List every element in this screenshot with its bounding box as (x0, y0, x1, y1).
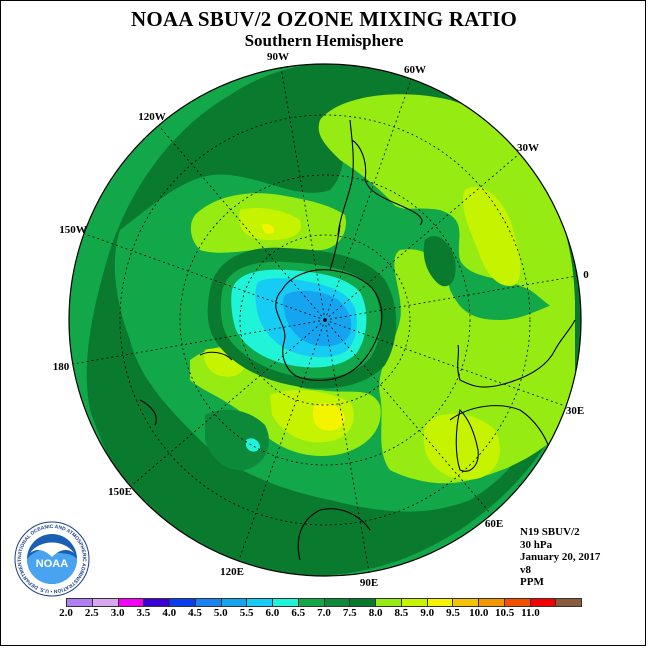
field-yellow-spot (312, 403, 345, 431)
coastlines (139, 119, 576, 561)
colorbar-segment (118, 599, 145, 606)
lat-circle-30s (119, 114, 531, 526)
colorbar-label: 5.0 (213, 607, 228, 619)
field-yellowgreen-west (239, 208, 301, 240)
colorbar-segment (195, 599, 222, 606)
lon-label-150w: 150W (59, 224, 87, 236)
antarctic-peninsula (329, 224, 341, 271)
colorbar-labels: 2.0 2.5 3.0 3.5 4.0 4.5 5.0 5.5 6.0 6.5 7.0 7.5 8.0 8… (52, 607, 596, 621)
colorbar-segment (170, 599, 196, 606)
lon-label-90w: 90W (267, 51, 289, 63)
colorbar-segment (350, 599, 376, 606)
colorbar-segment (144, 599, 170, 606)
colorbar-segment (530, 599, 557, 606)
info-version: v8 (520, 563, 531, 576)
map-title: NOAA SBUV/2 OZONE MIXING RATIO (131, 7, 517, 31)
logo-lower-disk (27, 549, 77, 584)
graticule (72, 67, 578, 573)
colorbar-segment (273, 599, 299, 606)
south-america-coast (337, 119, 423, 236)
lon-label-60w: 60W (404, 64, 426, 76)
new-zealand-coast (139, 351, 233, 426)
colorbar-segment (556, 599, 581, 606)
antarctica-coast (275, 269, 383, 381)
lon-label-180: 180 (53, 361, 70, 373)
info-satellite: N19 SBUV/2 (520, 526, 580, 538)
lon-label-120w: 120W (138, 111, 166, 123)
info-units: PPM (520, 576, 544, 588)
logo-bird-icon (30, 542, 74, 557)
colorbar-label: 4.5 (188, 607, 202, 619)
field-dark-pocket (423, 236, 456, 287)
colorbar-segment (324, 599, 351, 606)
lon-label-0: 0 (583, 269, 589, 281)
colorbar-label: 11.0 (521, 607, 540, 619)
colorbar-segment (427, 599, 454, 606)
info-pressure: 30 hPa (520, 538, 553, 551)
colorbar-segment (247, 599, 273, 606)
colorbar-segment (479, 599, 505, 606)
colorbar-segment (67, 599, 93, 606)
colorbar-label: 10.5 (494, 607, 515, 619)
colorbar-label: 3.5 (136, 607, 151, 619)
colorbar-label: 2.0 (59, 607, 73, 619)
africa-coast (457, 319, 576, 388)
field-dark-spot (205, 409, 269, 471)
colorbar-label: 7.5 (342, 607, 357, 619)
map-subtitle: Southern Hemisphere (244, 31, 404, 50)
colorbar-label: 7.0 (317, 607, 331, 619)
info-panel: N19 SBUV/2 30 hPa January 20, 2017 v8 PP… (520, 526, 600, 589)
colorbar-label: 8.0 (368, 607, 383, 619)
field-cyan-spot (246, 438, 260, 452)
lon-label-30w: 30W (517, 142, 539, 154)
lon-label-30e: 30E (566, 405, 584, 417)
field-yellowgreen-60e (423, 413, 500, 480)
field-yellowgreen-30w (462, 186, 521, 286)
colorbar-label: 10.0 (469, 607, 489, 619)
colorbar-label: 6.0 (265, 607, 280, 619)
noaa-logo: NATIONAL OCEANIC AND ATMOSPHERIC ADMINIS… (14, 521, 90, 597)
lat-circle-70s (239, 234, 411, 406)
madagascar-coast (455, 408, 479, 472)
colorbar-label: 9.0 (420, 607, 435, 619)
colorbar-segment (376, 599, 402, 606)
colorbar-label: 6.5 (291, 607, 306, 619)
colorbar-label: 3.0 (110, 607, 125, 619)
field-polar-blue (283, 290, 352, 347)
info-date: January 20, 2017 (520, 551, 601, 563)
colorbar-label: 4.0 (162, 607, 177, 619)
lon-label-150e: 150E (108, 486, 132, 498)
lon-label-120e: 120E (220, 566, 244, 578)
logo-text: NOAA (36, 558, 68, 570)
australia-coast (297, 405, 551, 561)
colorbar (66, 598, 582, 607)
colorbar-segment (298, 599, 325, 606)
lat-circle-50s (179, 174, 471, 466)
colorbar-label: 5.5 (239, 607, 254, 619)
colorbar-segment (92, 599, 119, 606)
colorbar-segment (453, 599, 479, 606)
colorbar-label: 8.5 (394, 607, 409, 619)
colorbar-segment (504, 599, 531, 606)
colorbar-label: 9.5 (446, 607, 460, 619)
field-yellow-spot-west (262, 223, 275, 234)
ozone-field (69, 64, 581, 576)
colorbar-segment (221, 599, 248, 606)
lon-label-60e: 60E (485, 518, 503, 530)
colorbar-segment (401, 599, 428, 606)
map-boundary (68, 63, 582, 577)
lon-label-90e: 90E (360, 577, 378, 589)
colorbar-label: 2.5 (84, 607, 99, 619)
